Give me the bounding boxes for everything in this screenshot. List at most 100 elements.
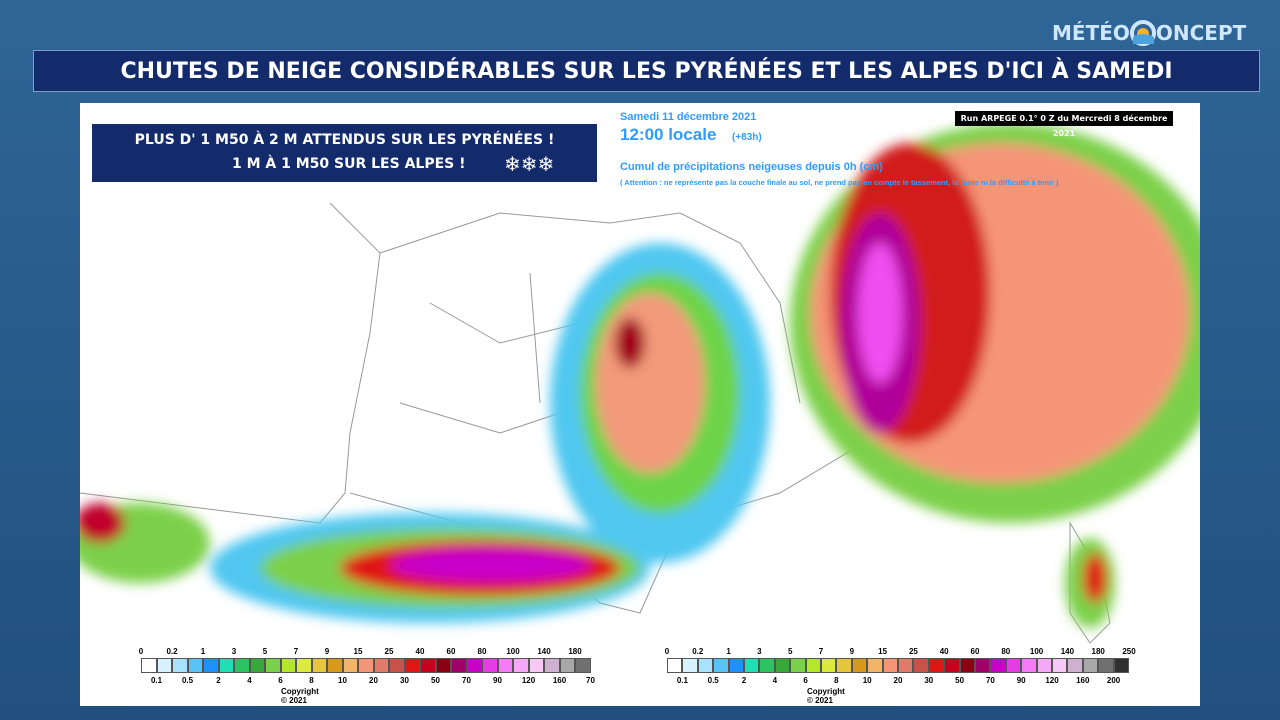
legend-label: 140 (1060, 647, 1075, 656)
legend-label: 1 (200, 647, 206, 656)
legend-swatch (805, 658, 821, 673)
legend-swatch (451, 658, 467, 673)
legend-label: 120 (1045, 676, 1059, 685)
legend-label: 2 (741, 676, 747, 685)
map-date: Samedi 11 décembre 2021 (620, 111, 757, 123)
legend-label: 160 (1076, 676, 1090, 685)
logo-icon (1129, 20, 1156, 46)
legend-label: 160 (552, 676, 567, 685)
legend-label: 3 (757, 647, 762, 656)
legend-swatch (141, 658, 157, 673)
legend-label: 8 (834, 676, 839, 685)
legend-label: 4 (247, 676, 252, 685)
legend-label: 6 (803, 676, 808, 685)
legend-swatch (713, 658, 729, 673)
legend-swatch (466, 658, 482, 673)
legend-label: 90 (1016, 676, 1026, 685)
legend-swatch (497, 658, 513, 673)
legend-label: 70 (462, 676, 471, 685)
callout-line: PLUS D' 1 M50 À 2 M ATTENDUS SUR LES PYR… (134, 132, 555, 148)
legend-swatch (1113, 658, 1129, 673)
legend-swatch (898, 658, 914, 673)
run-label: Run ARPEGE 0.1° 0 Z du Mercredi 8 décemb… (955, 111, 1173, 138)
legend-label: 50 (431, 676, 440, 685)
legend-swatch (851, 658, 868, 673)
legend-swatch (513, 658, 529, 673)
legend-label: 90 (493, 676, 502, 685)
legend-label: 4 (772, 676, 778, 685)
map-drawing (80, 123, 1200, 644)
legend-swatch (667, 658, 683, 673)
legend-swatch (544, 658, 560, 673)
legend-swatch (1067, 658, 1083, 673)
legend-label: 30 (400, 676, 409, 685)
map: PLUS D' 1 M50 À 2 M ATTENDUS SUR LES PYR… (80, 103, 1200, 706)
legend-label: 3 (231, 647, 237, 656)
logo-text: ONCEPT (1155, 21, 1247, 45)
legend-label: 0 (664, 647, 670, 656)
legend-label: 70 (985, 676, 995, 685)
legend-swatch (990, 658, 1006, 673)
legend-swatch (358, 658, 374, 673)
legend-label: 0.2 (166, 647, 178, 656)
map-variable: Cumul de précipitations neigeuses depuis… (620, 161, 883, 173)
snow-fields (80, 123, 1200, 628)
legend-swatch (575, 658, 591, 673)
legend-swatch (528, 658, 544, 673)
legend-label: 25 (384, 647, 394, 656)
legend-swatch (774, 658, 791, 673)
legend-label: 40 (415, 647, 425, 656)
legend-label: 7 (293, 647, 299, 656)
legend-swatch (867, 658, 883, 673)
legend-swatch (280, 658, 296, 673)
legend-swatch (265, 658, 281, 673)
legend-label: 20 (893, 676, 903, 685)
legend-label: 250 (1122, 647, 1136, 656)
legend-label: 25 (908, 647, 918, 656)
copyright: Copyright © 2021 Meteociel.fr - Source M… (807, 687, 851, 706)
legend-swatch (790, 658, 806, 673)
legend-swatch (482, 658, 498, 673)
map-time: 12:00 locale (620, 125, 717, 144)
legend-swatch (435, 658, 451, 673)
legend-label: 140 (537, 647, 551, 656)
legend-swatch (682, 658, 698, 673)
legend-label: 70 (586, 676, 595, 685)
legend-label: 20 (369, 676, 378, 685)
legend-swatch (1021, 658, 1037, 673)
legend-label: 40 (939, 647, 949, 656)
logo: MÉTÉO ONCEPT (1052, 18, 1246, 48)
legend-swatch (1082, 658, 1099, 673)
legend-label: 80 (477, 647, 487, 656)
legend-label: 5 (262, 647, 268, 656)
legend-label: 100 (506, 647, 520, 656)
legend-swatch (759, 658, 775, 673)
legend-swatch (203, 658, 219, 673)
legend-label: 180 (1091, 647, 1105, 656)
legend-swatch (1036, 658, 1052, 673)
legend-label: 5 (787, 647, 793, 656)
legend-swatch (928, 658, 945, 673)
title: CHUTES DE NEIGE CONSIDÉRABLES SUR LES PY… (120, 58, 1173, 84)
legend-label: 0.1 (150, 676, 163, 685)
legend-swatch (959, 658, 975, 673)
legend-label: 10 (338, 676, 347, 685)
legend-label: 60 (446, 647, 456, 656)
logo-text: MÉTÉO (1052, 21, 1130, 45)
legend-label: 9 (324, 647, 330, 656)
legend-label: 8 (309, 676, 314, 685)
legend-label: 50 (955, 676, 965, 685)
callout: PLUS D' 1 M50 À 2 M ATTENDUS SUR LES PYR… (92, 124, 597, 182)
legend-swatch (559, 658, 575, 673)
legend-swatch (944, 658, 960, 673)
legend-swatch (420, 658, 436, 673)
legend-swatch (697, 658, 714, 673)
legend-swatch (975, 658, 991, 673)
legend-label: 10 (862, 676, 872, 685)
legend-swatch (218, 658, 234, 673)
legend-swatch (373, 658, 389, 673)
legend-swatch (296, 658, 312, 673)
legend-swatch (913, 658, 929, 673)
legend-label: 120 (521, 676, 536, 685)
